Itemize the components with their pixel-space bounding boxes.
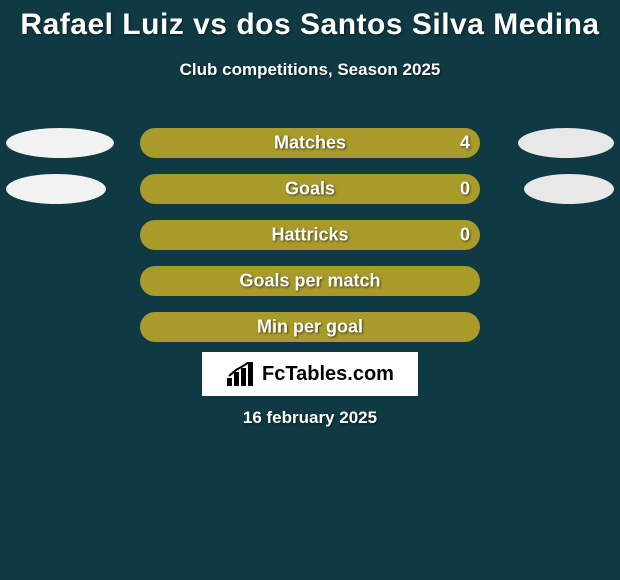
ellipse-left [6,174,106,204]
stat-row: Goals per match [0,258,620,304]
stat-bar [140,174,480,204]
date-text: 16 february 2025 [0,408,620,428]
subtitle: Club competitions, Season 2025 [0,60,620,80]
stat-row: Matches4 [0,120,620,166]
logo-text: FcTables.com [262,363,394,386]
stat-bar [140,128,480,158]
bars-icon [226,362,256,386]
stat-row: Hattricks0 [0,212,620,258]
stat-row: Goals0 [0,166,620,212]
stat-bar [140,220,480,250]
stat-bar [140,266,480,296]
ellipse-right [518,128,614,158]
stat-bar [140,312,480,342]
page-title: Rafael Luiz vs dos Santos Silva Medina [0,0,620,42]
stat-row: Min per goal [0,304,620,350]
logo-box: FcTables.com [202,352,418,396]
stat-rows: Matches4Goals0Hattricks0Goals per matchM… [0,120,620,350]
ellipse-left [6,128,114,158]
ellipse-right [524,174,614,204]
comparison-infographic: Rafael Luiz vs dos Santos Silva Medina C… [0,0,620,580]
